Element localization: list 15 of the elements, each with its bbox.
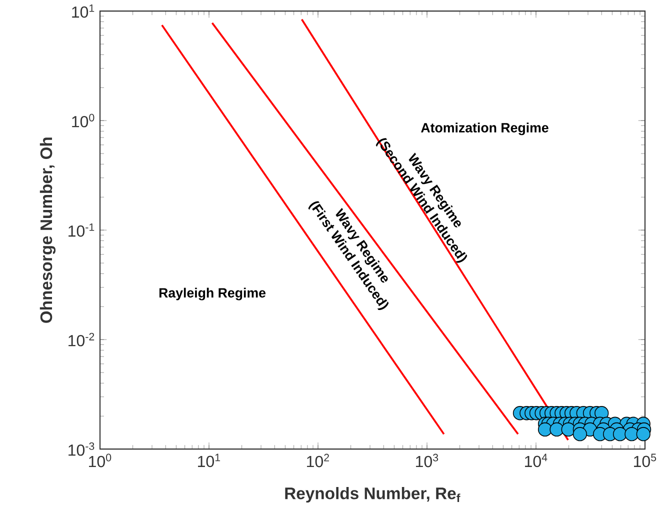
- annotation: Atomization Regime: [421, 122, 548, 136]
- x-axis-title: Reynolds Number, Re$_{f}$: [285, 486, 460, 503]
- x-tick-label: 10$^{1}$: [198, 454, 220, 468]
- x-tick-label: 10$^{0}$: [89, 454, 112, 468]
- y-tick-label: 10$^{-1}$: [68, 223, 94, 237]
- y-axis-title: Ohnesorge Number, Oh: [40, 138, 56, 323]
- x-tick-label: 10$^{3}$: [416, 454, 438, 468]
- x-tick-label: 10$^{2}$: [307, 454, 329, 468]
- x-tick-label: 10$^{5}$: [634, 454, 656, 468]
- annotation: Rayleigh Regime: [159, 288, 266, 300]
- x-tick-label: 10$^{4}$: [525, 454, 548, 468]
- y-tick-label: 10$^{1}$: [72, 4, 94, 18]
- y-tick-label: 10$^{-2}$: [68, 332, 94, 346]
- y-tick-label: 10$^{-3}$: [68, 442, 94, 456]
- y-tick-label: 10$^{0}$: [72, 114, 94, 128]
